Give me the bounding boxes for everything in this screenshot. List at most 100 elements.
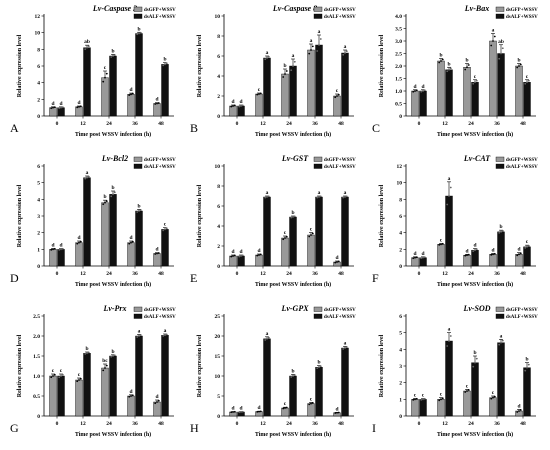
y-tick-label: 0 bbox=[399, 114, 402, 120]
x-tick-label: 36 bbox=[132, 271, 138, 277]
replicate-point bbox=[52, 375, 54, 377]
bar-dsgfp-24 bbox=[463, 254, 471, 267]
x-tick-label: 0 bbox=[236, 421, 239, 427]
replicate-point bbox=[493, 35, 496, 38]
replicate-point bbox=[157, 399, 160, 402]
x-axis-label: Time post WSSV infection (h) bbox=[437, 281, 513, 288]
replicate-point bbox=[138, 335, 140, 337]
bar-dsalf-36 bbox=[497, 53, 505, 117]
bar-dsgfp-48 bbox=[153, 401, 161, 417]
replicate-point bbox=[104, 367, 106, 369]
replicate-point bbox=[138, 210, 140, 212]
significance-letter: a bbox=[266, 190, 269, 196]
significance-letter: c bbox=[526, 74, 529, 80]
y-tick-label: 2 bbox=[37, 231, 40, 237]
x-tick-label: 24 bbox=[468, 121, 474, 127]
replicate-point bbox=[518, 253, 520, 256]
significance-letter: a bbox=[164, 328, 167, 334]
bar-dsalf-24 bbox=[471, 82, 479, 117]
replicate-point bbox=[164, 228, 166, 231]
replicate-point bbox=[240, 255, 242, 257]
significance-letter: d bbox=[517, 247, 520, 253]
y-tick-label: 2.5 bbox=[33, 314, 40, 320]
significance-letter: c bbox=[52, 368, 55, 374]
replicate-point bbox=[113, 191, 116, 194]
bar-dsgfp-24 bbox=[101, 77, 109, 117]
legend-label: dsGFP+WSSV bbox=[324, 308, 356, 313]
replicate-point bbox=[448, 340, 450, 342]
significance-letter: c bbox=[60, 368, 63, 374]
x-tick-label: 24 bbox=[468, 271, 474, 277]
replicate-point bbox=[415, 256, 418, 259]
bar-dsgfp-0 bbox=[411, 90, 419, 117]
replicate-point bbox=[448, 195, 450, 197]
significance-letter: a bbox=[266, 331, 269, 337]
x-tick-label: 24 bbox=[286, 121, 292, 127]
significance-letter: b bbox=[291, 368, 294, 374]
replicate-point bbox=[87, 351, 90, 354]
replicate-point bbox=[308, 403, 311, 406]
panel-label: I bbox=[372, 421, 376, 435]
legend-label: dsALF+WSSV bbox=[324, 165, 356, 170]
replicate-point bbox=[60, 106, 62, 109]
replicate-point bbox=[441, 397, 444, 400]
replicate-point bbox=[490, 44, 493, 47]
replicate-point bbox=[53, 247, 56, 250]
bar-dsgfp-24 bbox=[101, 202, 109, 267]
replicate-point bbox=[441, 58, 444, 61]
replicate-point bbox=[84, 353, 87, 355]
bar-dsgfp-48 bbox=[153, 103, 161, 117]
significance-letter: a bbox=[344, 44, 347, 50]
bar-dsgfp-0 bbox=[49, 249, 57, 267]
significance-letter: d bbox=[413, 84, 416, 90]
replicate-point bbox=[412, 90, 415, 93]
y-axis-label: Relative expression level bbox=[17, 34, 23, 97]
significance-letter: d bbox=[231, 406, 234, 412]
y-tick-label: 25 bbox=[215, 314, 221, 320]
replicate-point bbox=[412, 398, 415, 401]
y-tick-label: 4 bbox=[399, 347, 402, 353]
bar-dsgfp-48 bbox=[153, 253, 161, 267]
replicate-point bbox=[345, 50, 348, 53]
y-tick-label: 3 bbox=[37, 214, 40, 220]
x-axis-label: Time post WSSV infection (h) bbox=[75, 431, 151, 438]
replicate-point bbox=[282, 238, 285, 241]
replicate-point bbox=[131, 394, 134, 397]
replicate-point bbox=[284, 237, 286, 239]
replicate-point bbox=[78, 241, 80, 244]
replicate-point bbox=[264, 58, 267, 61]
replicate-point bbox=[110, 56, 113, 58]
x-tick-label: 36 bbox=[312, 271, 318, 277]
replicate-point bbox=[50, 248, 53, 251]
replicate-point bbox=[282, 76, 285, 78]
significance-letter: d bbox=[257, 248, 260, 254]
chart-title: Lv-Prx bbox=[102, 304, 126, 313]
y-tick-label: 10 bbox=[215, 14, 221, 20]
x-tick-label: 48 bbox=[158, 271, 164, 277]
significance-letter: d bbox=[129, 389, 132, 395]
replicate-point bbox=[154, 103, 157, 105]
replicate-point bbox=[310, 49, 312, 51]
replicate-point bbox=[285, 70, 288, 72]
replicate-point bbox=[420, 90, 423, 93]
replicate-point bbox=[136, 33, 139, 36]
bar-dsalf-12 bbox=[263, 57, 271, 117]
bar-dsalf-0 bbox=[419, 257, 427, 267]
replicate-point bbox=[334, 261, 337, 264]
replicate-point bbox=[266, 196, 268, 198]
significance-letter: d bbox=[239, 249, 242, 255]
replicate-point bbox=[258, 254, 260, 256]
bar-dsgfp-48 bbox=[515, 65, 523, 117]
bar-dsalf-0 bbox=[419, 90, 427, 117]
significance-letter: a bbox=[344, 340, 347, 346]
chart-title: Lv-SOD bbox=[462, 304, 490, 313]
significance-letter: b bbox=[111, 349, 114, 355]
replicate-point bbox=[128, 242, 131, 245]
bar-dsgfp-36 bbox=[307, 234, 315, 267]
replicate-point bbox=[157, 102, 160, 104]
replicate-point bbox=[526, 81, 528, 84]
replicate-point bbox=[420, 398, 423, 401]
significance-letter: c bbox=[474, 74, 477, 80]
y-tick-label: 2.0 bbox=[33, 334, 40, 340]
y-tick-label: 3.0 bbox=[395, 39, 402, 45]
